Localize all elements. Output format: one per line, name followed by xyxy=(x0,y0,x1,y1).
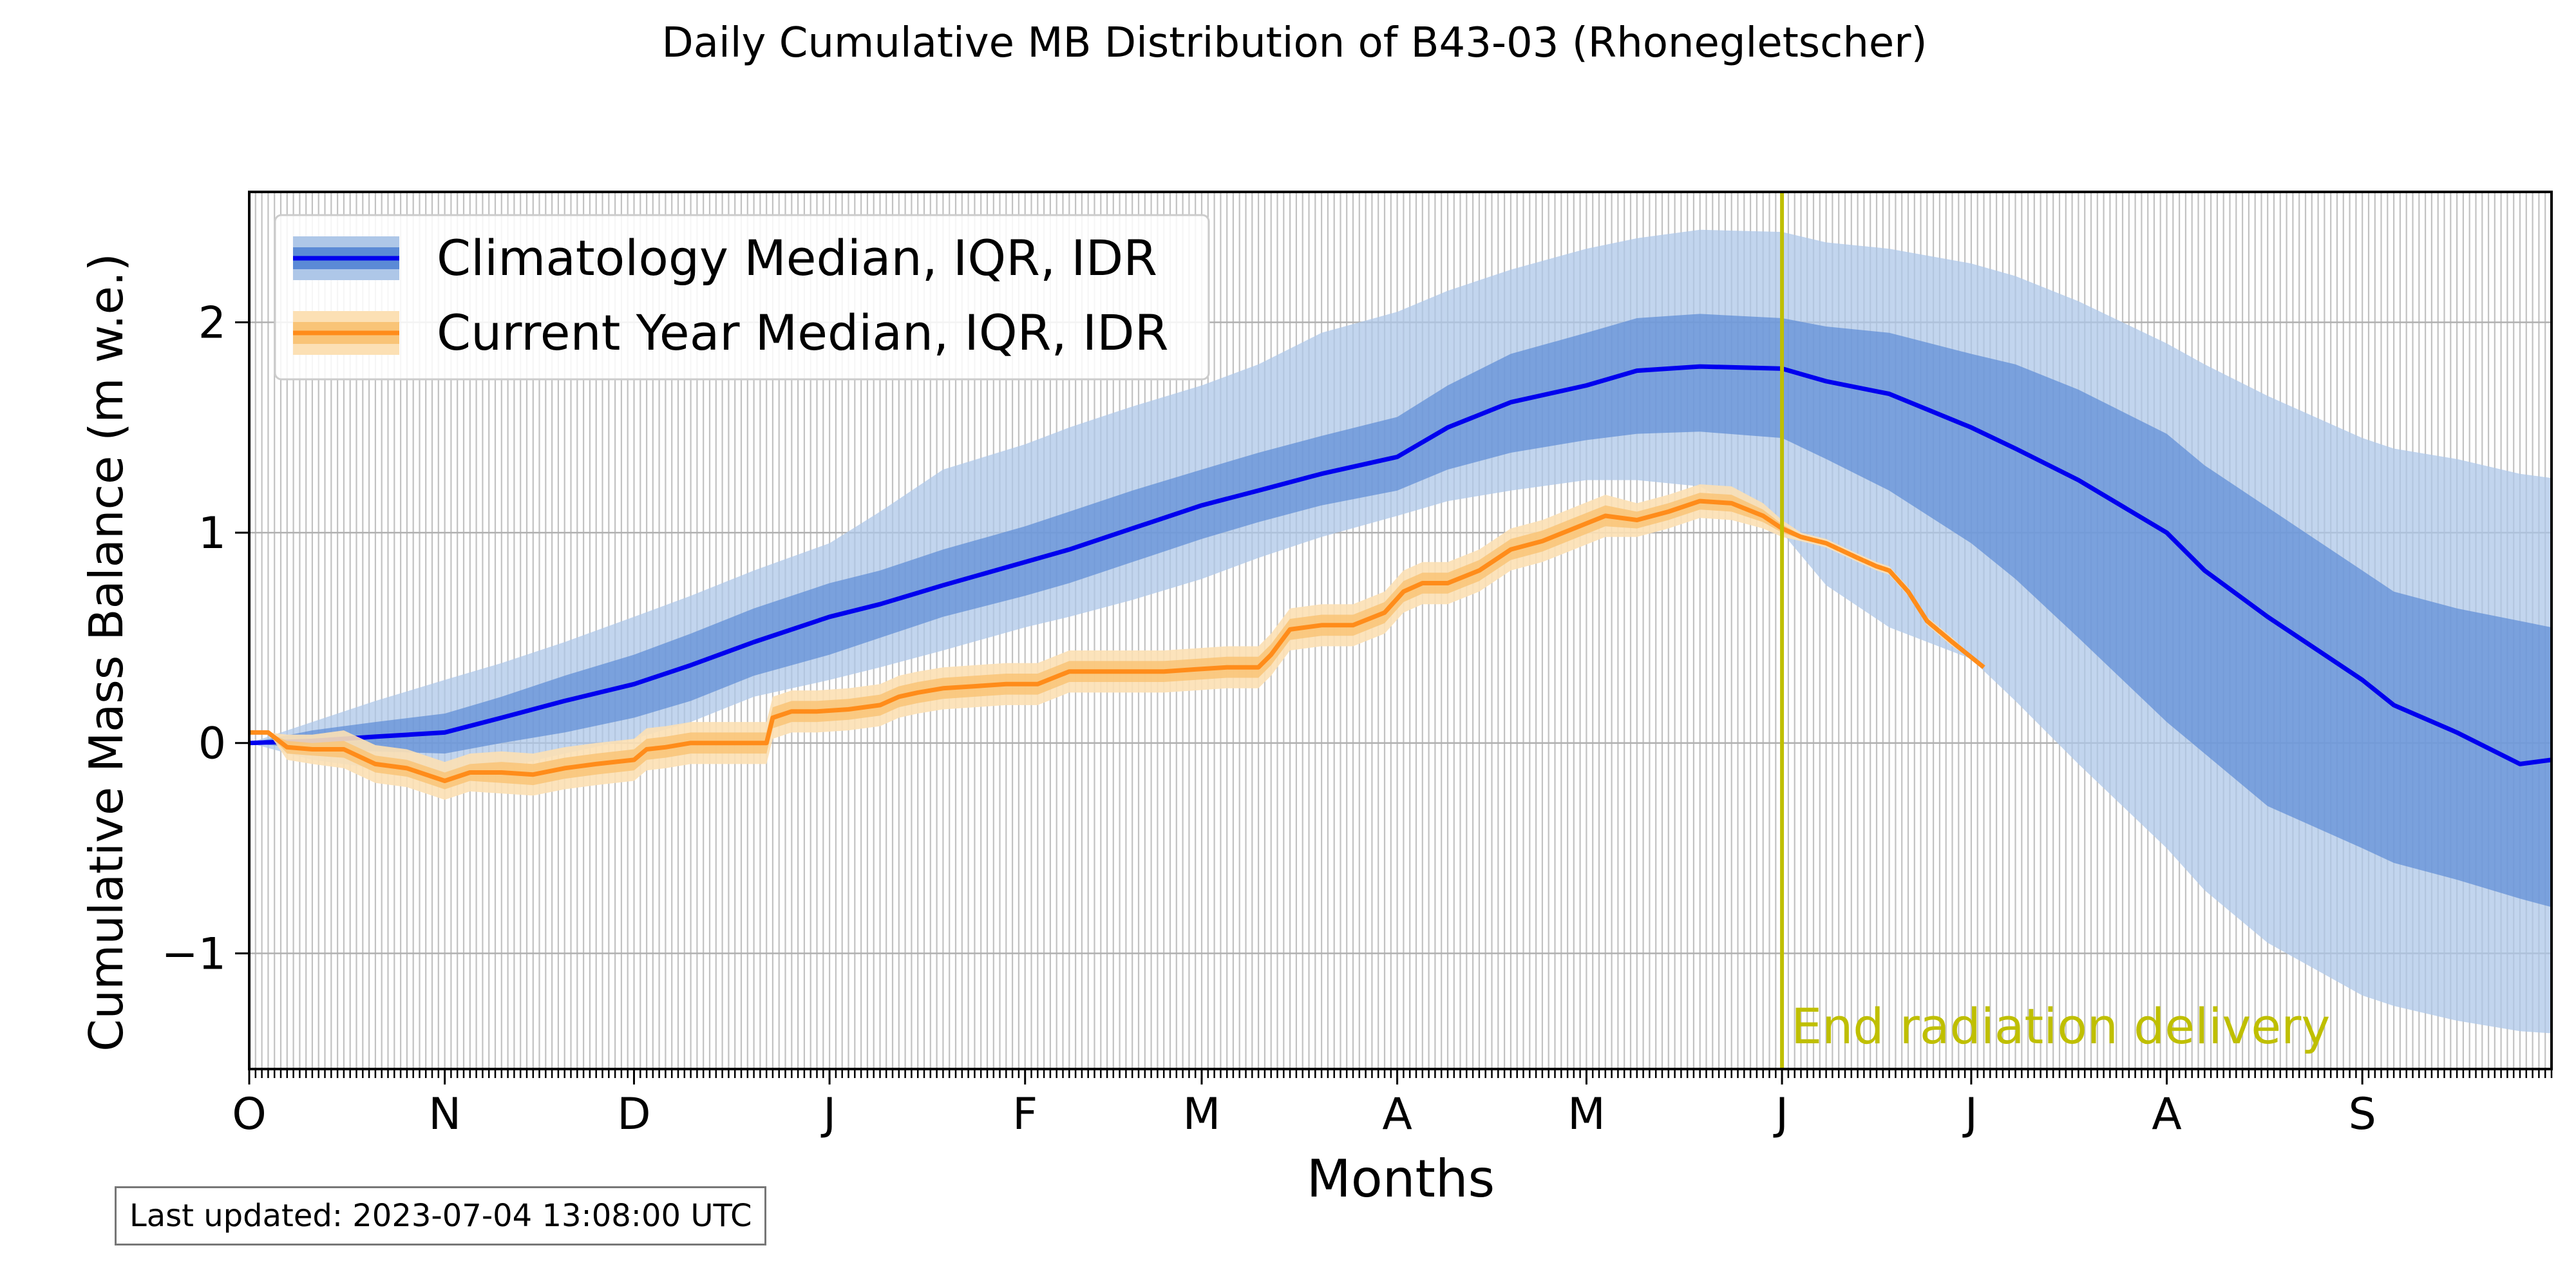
climatology-iqr-band xyxy=(249,314,2552,907)
y-tick-label: −1 xyxy=(162,929,226,980)
axes-frame xyxy=(248,191,2553,1070)
legend-current-year-label: Current Year Median, IQR, IDR xyxy=(437,304,1169,361)
climatology-median-line xyxy=(249,364,2552,766)
x-minor-ticks xyxy=(248,1069,2553,1078)
y-tick-label: 0 xyxy=(198,719,226,770)
x-tick-label: M xyxy=(1183,1089,1221,1140)
last-updated-stamp: Last updated: 2023-07-04 13:08:00 UTC xyxy=(115,1186,767,1245)
legend-box xyxy=(274,214,1210,381)
y-tick-label: 2 xyxy=(198,298,226,349)
x-tick-label: J xyxy=(1773,1089,1788,1140)
x-tick-label: D xyxy=(617,1089,650,1140)
x-tick-label: M xyxy=(1567,1089,1605,1140)
y-tick-label: 1 xyxy=(198,508,226,559)
x-tick-label: F xyxy=(1012,1089,1037,1140)
x-tick-label: J xyxy=(820,1089,836,1140)
chart-title: Daily Cumulative MB Distribution of B43-… xyxy=(661,19,1927,67)
x-tick-label: A xyxy=(2152,1089,2182,1140)
x-tick-label: J xyxy=(1962,1089,1978,1140)
current-year-median-line xyxy=(249,498,1985,783)
plot-area: End radiation delivery O N D J F M A M J J A S −1 0 1 2 C… xyxy=(162,191,2553,1140)
x-axis-label: Months xyxy=(1307,1149,1495,1209)
x-tick-label: S xyxy=(2349,1089,2376,1140)
legend-climatology-label: Climatology Median, IQR, IDR xyxy=(437,229,1157,287)
end-radiation-label: End radiation delivery xyxy=(1791,998,2330,1055)
x-tick-label: A xyxy=(1382,1089,1412,1140)
x-tick-label: N xyxy=(428,1089,461,1140)
y-axis-label: Cumulative Mass Balance (m w.e.) xyxy=(79,253,133,1052)
x-tick-label: O xyxy=(232,1089,267,1140)
